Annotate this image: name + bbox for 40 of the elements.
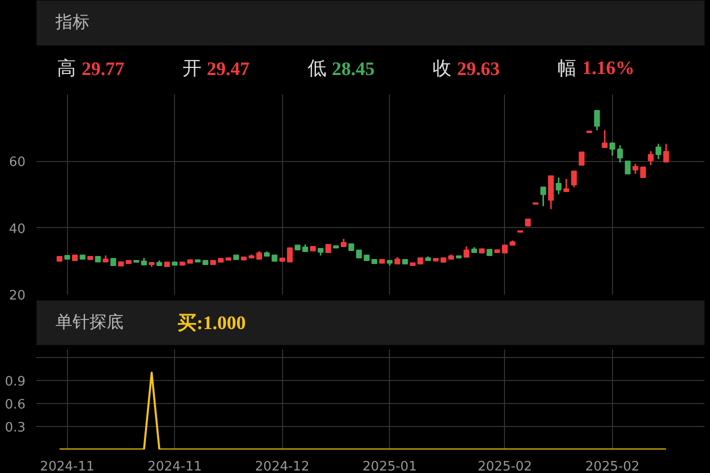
candlestick (540, 186, 546, 207)
text: 1.16% (582, 58, 634, 79)
candlestick (602, 129, 608, 148)
y-tick-label: 20 (8, 288, 26, 304)
text: 29.63 (457, 59, 500, 80)
text: 开 (182, 58, 202, 80)
x-tick-label: 2024-11 (148, 460, 202, 473)
text: 幅 (558, 58, 577, 80)
candlestick (287, 247, 293, 262)
text: 低 (307, 58, 326, 80)
text: 高 (57, 58, 76, 80)
x-tick-label: 2025-01 (362, 460, 417, 473)
candlestick (617, 144, 623, 164)
candlestick (563, 178, 570, 192)
candlestick (464, 246, 470, 258)
chart-title: 单针探底 (55, 312, 124, 332)
y-tick-label: 0.3 (4, 420, 26, 436)
text: 29.47 (206, 59, 250, 80)
candlestick (556, 176, 562, 195)
y-tick-label: 40 (8, 222, 26, 237)
candlestick (648, 150, 654, 166)
y-tick-label: 0.9 (4, 374, 26, 390)
text: 买:1.000 (178, 313, 246, 334)
text: 收 (432, 58, 452, 80)
x-tick-label: 2025-02 (478, 460, 532, 473)
y-tick-label: 60 (8, 155, 26, 170)
candlestick (656, 143, 662, 160)
candlestick (594, 110, 600, 131)
candlestick (578, 152, 585, 166)
x-tick-label: 2024-12 (255, 460, 310, 473)
chart-title: 指标 (54, 12, 90, 32)
y-tick-label: 0.6 (4, 397, 26, 412)
x-tick-label: 2025-02 (585, 460, 640, 473)
candlestick (663, 143, 669, 164)
candlestick (624, 160, 631, 174)
x-tick-label: 2024-11 (40, 460, 94, 473)
text: 28.45 (332, 59, 375, 80)
candlestick (609, 141, 616, 156)
candlestick (571, 170, 577, 188)
text: 29.77 (82, 59, 125, 80)
